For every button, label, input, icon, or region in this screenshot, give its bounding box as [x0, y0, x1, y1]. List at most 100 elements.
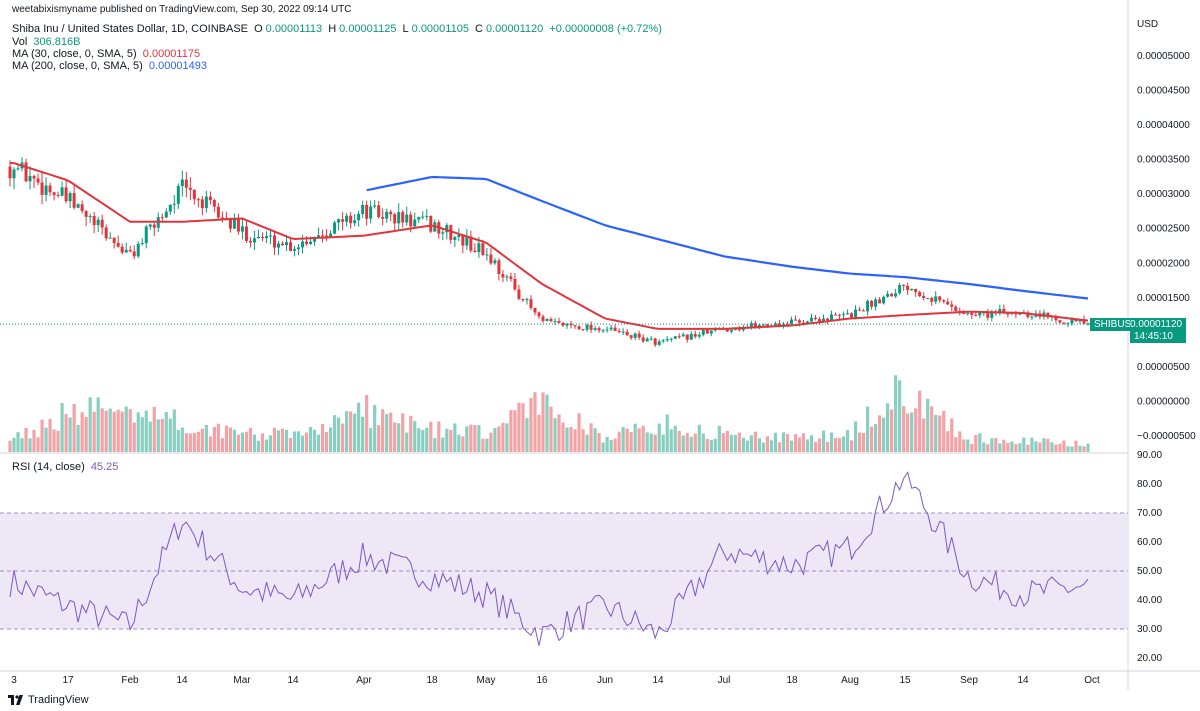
candle-body [581, 329, 585, 331]
volume-bar [753, 431, 757, 452]
volume-bar [264, 439, 269, 452]
volume-bar [405, 432, 409, 452]
volume-bar [56, 430, 60, 452]
candle-body [128, 249, 132, 252]
volume-bar [128, 409, 132, 452]
candle-body [349, 215, 353, 224]
price-tick-label: 0.00000500 [1137, 362, 1190, 373]
candle-body [529, 299, 533, 308]
rsi-tick-label: 50.00 [1137, 566, 1162, 577]
volume-bar [324, 432, 329, 452]
volume-bar [793, 434, 798, 452]
low-label: L [402, 23, 409, 35]
volume-bar [160, 418, 164, 452]
candle-body [657, 341, 661, 345]
volume-bar [801, 433, 806, 452]
volume-bar [192, 432, 196, 452]
volume-bar [986, 444, 990, 452]
volume-bar [797, 437, 802, 452]
time-tick-label: 16 [536, 675, 548, 686]
vol-label: Vol [12, 36, 28, 48]
candle-body [64, 187, 68, 202]
volume-bar [152, 406, 156, 452]
volume-bar [761, 442, 765, 452]
candle-body [212, 200, 216, 207]
volume-bar [413, 421, 417, 452]
rsi-tick-label: 40.00 [1137, 595, 1162, 606]
volume-bar [1066, 446, 1070, 452]
candle-body [393, 214, 397, 224]
volume-bar [280, 428, 285, 452]
candle-body [966, 312, 970, 314]
open-label: O [254, 23, 263, 35]
volume-bar [966, 439, 970, 452]
close-label: C [475, 23, 483, 35]
volume-bar [930, 406, 934, 452]
volume-bar [168, 418, 172, 452]
candle-body [184, 179, 188, 188]
volume-bar [1062, 440, 1066, 452]
candle-body [773, 323, 777, 326]
candle-body [112, 237, 116, 243]
price-tick-label: 0.00003500 [1137, 155, 1190, 166]
rsi-legend[interactable]: RSI (14, close) 45.25 [12, 461, 121, 473]
candle-body [168, 204, 172, 212]
volume-bar [713, 438, 717, 452]
candle-body [669, 338, 673, 340]
candle-body [96, 219, 100, 226]
candle-body [513, 278, 517, 290]
candle-body [753, 323, 757, 329]
ma200-legend[interactable]: MA (200, close, 0, SMA, 5) 0.00001493 [12, 60, 210, 72]
volume-bar [777, 442, 782, 452]
volume-bar [629, 432, 633, 452]
ma30-legend[interactable]: MA (30, close, 0, SMA, 5) 0.00001175 [12, 48, 203, 60]
volume-bar [1026, 444, 1030, 452]
volume-bar [481, 438, 485, 452]
candle-body [705, 329, 709, 334]
volume-bar [292, 431, 297, 452]
volume-bar [8, 440, 12, 452]
volume-bar [148, 421, 152, 452]
volume-bar [954, 437, 958, 452]
volume-bar [1018, 443, 1022, 452]
candle-body [962, 313, 966, 315]
volume-bar [585, 434, 589, 452]
candle-body [164, 211, 168, 218]
candle-body [293, 249, 297, 251]
volume-bar [685, 433, 689, 452]
volume-bar [345, 411, 349, 452]
candle-body [353, 220, 357, 224]
volume-bar [1042, 438, 1046, 452]
price-tick-label: 0.00003000 [1137, 189, 1190, 200]
volume-bar [320, 424, 325, 452]
candle-body [970, 312, 974, 315]
volume-bar [649, 433, 653, 452]
volume-bar [982, 442, 986, 452]
symbol-title[interactable]: Shiba Inu / United States Dollar, 1D, CO… [12, 23, 249, 35]
candle-body [341, 219, 345, 222]
volume-bar [28, 438, 32, 452]
candle-body [862, 310, 866, 312]
candle-body [894, 293, 898, 297]
volume-bar [373, 405, 377, 452]
volume-bar [717, 425, 721, 452]
volume-bar [637, 428, 641, 452]
volume-bar [529, 397, 533, 452]
volume-bar [821, 430, 826, 452]
candle-body [866, 300, 870, 312]
candle-body [240, 226, 244, 232]
volume-bar [829, 432, 834, 452]
candle-body [701, 329, 705, 335]
rsi-tick-label: 80.00 [1137, 479, 1162, 490]
candle-body [132, 251, 136, 257]
volume-bar [1002, 439, 1006, 452]
volume-bar [601, 442, 605, 452]
volume-bar [617, 431, 621, 452]
volume-legend[interactable]: Vol 306.816B [12, 36, 83, 48]
footer-logo[interactable]: TradingView [8, 694, 89, 706]
volume-bar [994, 438, 998, 452]
candle-body [934, 296, 938, 302]
candle-body [1002, 308, 1006, 314]
candle-body [409, 214, 413, 227]
volume-bar [188, 433, 192, 452]
